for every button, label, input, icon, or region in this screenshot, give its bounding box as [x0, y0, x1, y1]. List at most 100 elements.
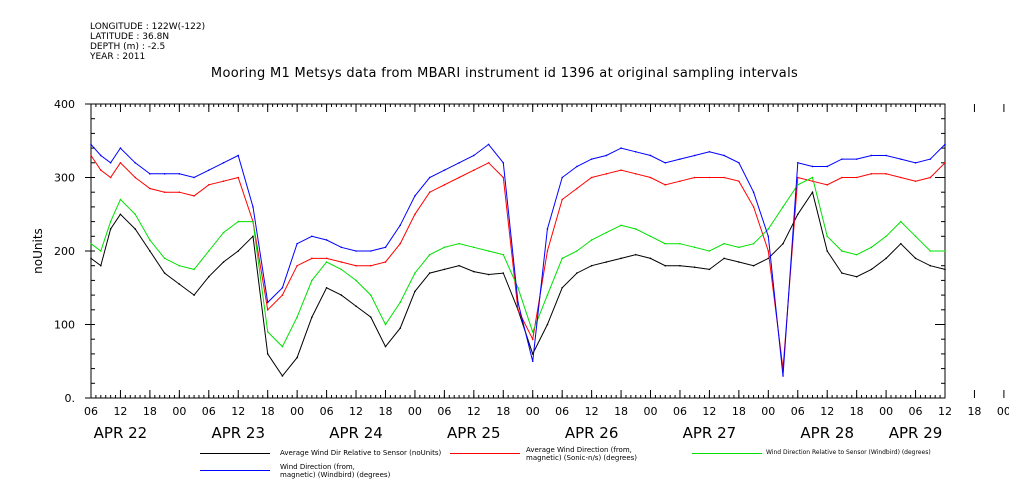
legend-label-1: Average Wind Dir Relative to Sensor (noU… — [280, 449, 442, 457]
day-label-6: APR 28 — [800, 424, 854, 442]
series-2-point — [325, 261, 328, 263]
series-3-point — [340, 246, 343, 249]
series-0-point — [929, 264, 932, 267]
series-0-point — [796, 213, 799, 216]
series-3-point — [841, 158, 843, 160]
day-label-5: APR 27 — [683, 424, 737, 442]
series-1-point — [752, 206, 755, 208]
series-1-point — [266, 309, 269, 311]
series-1-point — [693, 176, 696, 179]
series-1-point — [487, 162, 490, 164]
day-label-3: APR 25 — [447, 424, 501, 442]
series-1-point — [590, 176, 593, 179]
series-1-point — [900, 176, 902, 179]
series-0-point — [340, 294, 343, 296]
series-1-point — [149, 187, 151, 190]
series-1-point — [109, 176, 112, 179]
series-3-point — [458, 162, 460, 164]
day-label-2: APR 24 — [329, 424, 383, 442]
series-3-point — [561, 176, 563, 179]
series-2-point — [870, 246, 873, 249]
series-1-point — [870, 173, 873, 175]
series-1-point — [855, 176, 858, 179]
x-tick-label-24: 06 — [791, 405, 805, 418]
series-0-point — [281, 375, 284, 377]
series-0-point — [149, 250, 151, 252]
series-1-point — [767, 250, 770, 252]
series-3-point — [487, 143, 490, 146]
y-axis-label: noUnits — [31, 228, 45, 274]
x-tick-label-9: 12 — [349, 405, 363, 418]
day-label-0: APR 22 — [94, 424, 148, 442]
series-3-point — [109, 162, 112, 164]
series-0-point — [458, 264, 460, 267]
series-0-point — [649, 257, 652, 260]
series-2-point — [811, 176, 814, 179]
x-tick-label-20: 06 — [673, 405, 687, 418]
series-3-point — [325, 239, 328, 241]
series-0-point — [207, 275, 210, 278]
series-1-point — [207, 184, 210, 186]
series-1-point — [428, 191, 431, 193]
series-3-point — [738, 162, 740, 164]
series-line-2 — [90, 176, 945, 348]
legend-label-2: Average Wind Direction (from, magnetic) … — [526, 446, 638, 462]
series-0-point — [605, 261, 608, 263]
series-0-point — [237, 250, 240, 252]
series-0-point — [738, 261, 740, 263]
x-tick-label-8: 06 — [320, 405, 334, 418]
series-2-point — [473, 246, 475, 249]
series-2-point — [914, 235, 917, 238]
x-tick-label-22: 18 — [732, 405, 746, 418]
series-1-point — [841, 176, 843, 179]
series-3-point — [693, 154, 696, 157]
series-1-point — [664, 184, 667, 186]
legend-swatch-2 — [450, 453, 520, 454]
day-label-7: APR 29 — [889, 424, 943, 442]
series-1-point — [399, 242, 402, 245]
series-1-point — [369, 264, 372, 267]
series-3-point — [193, 176, 195, 179]
series-2-point — [266, 331, 269, 333]
series-2-point — [207, 250, 210, 252]
series-0-point — [811, 191, 814, 193]
series-3-point — [767, 235, 770, 238]
series-2-point — [517, 286, 519, 289]
series-1-point — [100, 169, 102, 171]
series-1-point — [605, 173, 608, 175]
series-1-point — [885, 173, 887, 175]
series-1-point — [723, 176, 725, 179]
series-0-point — [841, 272, 843, 274]
series-0-point — [222, 261, 225, 263]
series-2-point — [944, 250, 946, 252]
series-2-point — [193, 268, 195, 271]
meta-depth: DEPTH (m) : -2.5 — [90, 42, 166, 52]
series-3-point — [531, 360, 534, 363]
x-tick-label-4: 06 — [202, 405, 216, 418]
series-3-point — [620, 147, 622, 149]
y-tick-label-4: 400 — [54, 98, 75, 111]
series-1-point — [178, 191, 181, 193]
series-0-point — [576, 272, 578, 274]
meta-year: YEAR : 2011 — [90, 52, 146, 62]
series-2-point — [163, 257, 166, 260]
series-1-point — [414, 213, 416, 216]
series-2-point — [796, 184, 799, 186]
series-1-point — [796, 176, 799, 179]
x-tick-label-27: 00 — [879, 405, 893, 418]
series-3-point — [782, 375, 784, 377]
x-tick-label-0: 06 — [84, 405, 98, 418]
series-1-point — [561, 198, 563, 201]
series-2-point — [590, 239, 593, 241]
series-1-point — [649, 176, 652, 179]
series-1-point — [119, 162, 122, 164]
chart-title: Mooring M1 Metsys data from MBARI instru… — [210, 66, 799, 81]
series-2-point — [428, 253, 431, 256]
series-line-1 — [90, 155, 946, 369]
series-3-point — [944, 143, 946, 146]
series-1-point — [443, 184, 446, 186]
series-3-point — [546, 228, 549, 230]
series-0-point — [109, 228, 112, 230]
x-tick-label-31: 00 — [997, 405, 1009, 418]
series-0-point — [443, 268, 446, 271]
